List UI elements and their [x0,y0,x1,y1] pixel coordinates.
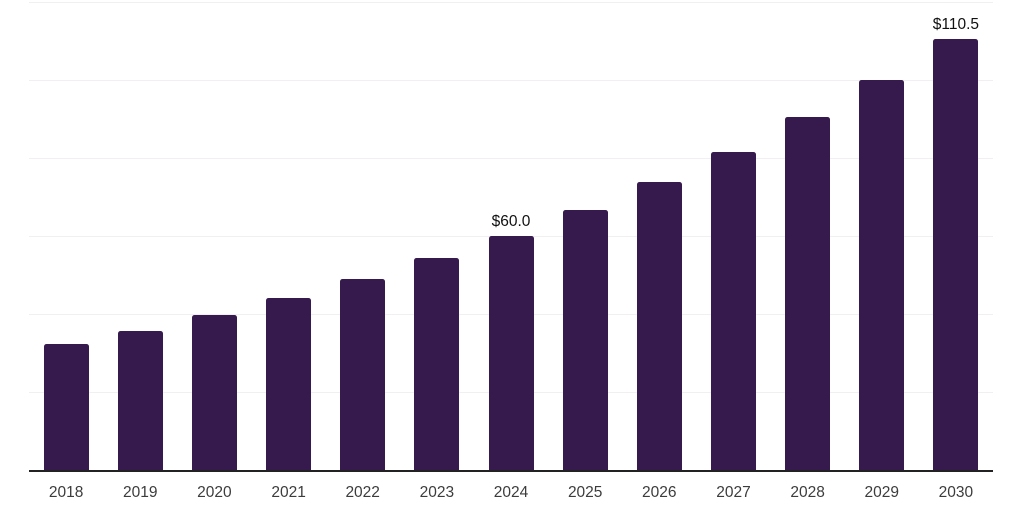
x-axis-line [29,470,993,472]
bar-2026 [636,182,682,470]
x-tick-2021: 2021 [271,484,306,501]
data-label-2024: $60.0 [491,213,531,230]
bar-2019 [117,331,163,470]
bar-2022 [340,279,386,470]
bar-2027 [711,151,756,470]
x-tick-2027: 2027 [716,484,751,501]
bar-2025 [562,209,608,470]
bar-2020 [191,315,237,470]
x-tick-2020: 2020 [197,484,232,501]
bar-2030 [933,39,979,470]
gridline-100 [29,80,993,81]
bar-2024 [488,236,534,470]
x-tick-2028: 2028 [790,484,825,501]
x-tick-2018: 2018 [48,484,84,501]
x-tick-2025: 2025 [567,484,603,501]
gridline-120 [29,2,993,3]
x-tick-2029: 2029 [864,484,900,501]
x-tick-2022: 2022 [345,484,380,501]
bar-2029 [859,80,905,470]
bar-2021 [266,298,311,470]
x-tick-2024: 2024 [493,484,529,501]
bar-2018 [43,344,89,470]
x-tick-2026: 2026 [642,484,677,501]
data-label-2030: $110.5 [932,16,980,34]
x-tick-2030: 2030 [938,484,974,501]
x-tick-2023: 2023 [419,484,455,501]
bar-2023 [414,257,460,470]
gridline-80 [29,158,993,159]
x-tick-2019: 2019 [123,484,158,501]
bar-2028 [785,117,831,470]
